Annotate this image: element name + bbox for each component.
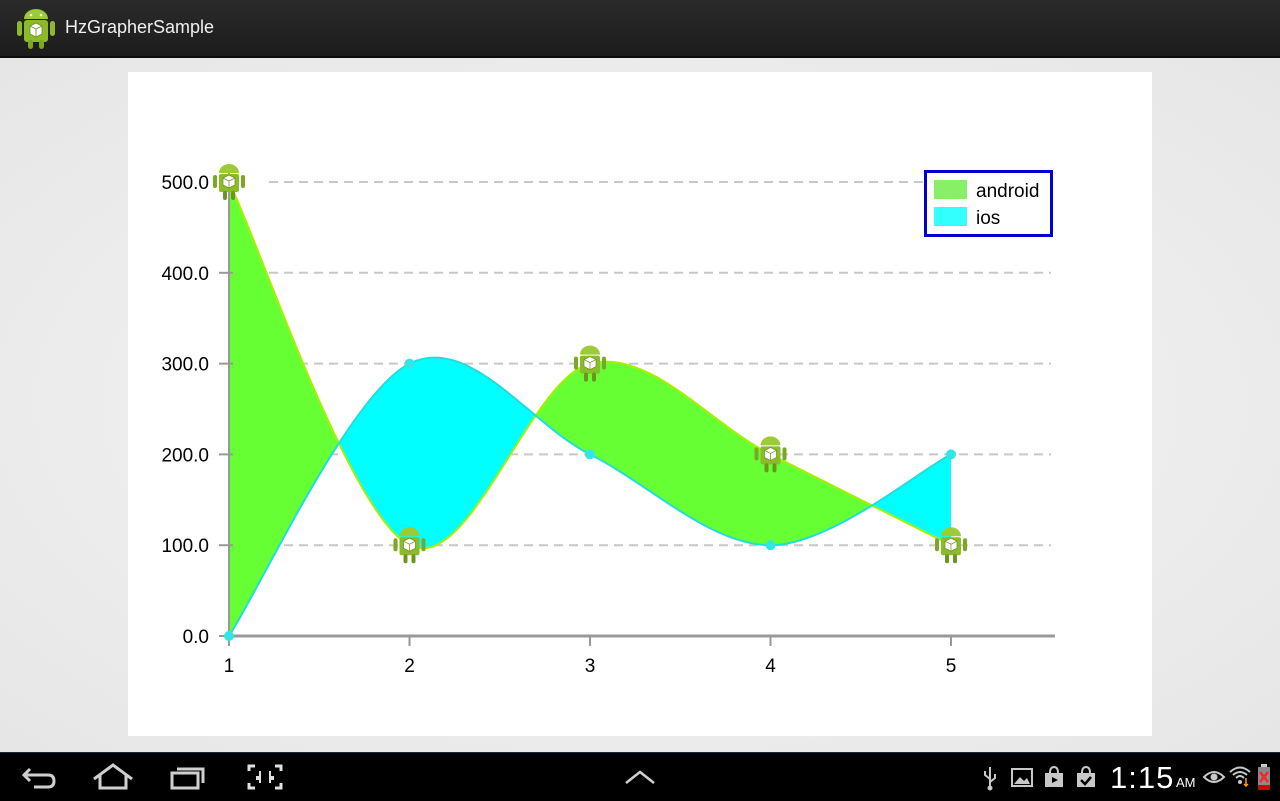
legend-label-android: android	[976, 181, 1039, 202]
tick-labels: 0.0 100.0 200.0 300.0 400.0 500.0 1 2 3 4 5	[161, 173, 956, 677]
android-leg	[223, 191, 227, 200]
android-line	[228, 181, 952, 550]
android-leg	[772, 463, 777, 473]
android-arm	[241, 175, 245, 188]
x-tick-label: 1	[224, 656, 235, 677]
android-arm	[393, 538, 398, 552]
android-leg	[592, 372, 596, 382]
android-leg	[411, 554, 416, 564]
android-arm	[602, 356, 606, 370]
legend-label-ios: ios	[976, 208, 1000, 229]
android-head	[399, 527, 420, 537]
android-arm	[213, 175, 217, 188]
android-icon	[935, 527, 967, 564]
markers	[213, 164, 967, 641]
android-icon	[754, 436, 787, 473]
android-cube-edge	[944, 540, 958, 552]
x-tick-label: 3	[585, 656, 596, 677]
android-arm	[421, 538, 426, 552]
android-app-icon[interactable]	[16, 6, 56, 50]
android-icon	[393, 527, 426, 564]
android-leg	[945, 554, 949, 564]
home-icon[interactable]	[90, 753, 136, 801]
axes	[219, 172, 1055, 646]
android-head	[219, 164, 239, 173]
android-icon	[213, 164, 245, 200]
play-store-icon	[1045, 765, 1063, 787]
legend: android ios	[924, 170, 1053, 237]
ios-point	[404, 358, 415, 369]
android-leg	[764, 463, 769, 473]
android-cube-edge	[764, 450, 777, 461]
ios-point	[585, 449, 595, 460]
y-tick-label: 100.0	[161, 536, 209, 557]
eye-icon	[1202, 771, 1226, 783]
chevron-up-icon[interactable]	[622, 753, 658, 801]
x-tick-label: 2	[404, 656, 415, 677]
back-icon[interactable]	[20, 753, 60, 801]
android-arm	[754, 447, 759, 461]
series-areas	[228, 181, 952, 637]
y-tick-label: 0.0	[183, 627, 209, 648]
usb-icon	[984, 767, 996, 791]
chart-panel: 0.0 100.0 200.0 300.0 400.0 500.0 1 2 3 4 5 androi…	[128, 72, 1152, 736]
android-arm	[782, 447, 787, 461]
x-tick-label: 5	[946, 656, 957, 677]
ios-point	[765, 540, 776, 551]
android-icon	[574, 345, 606, 382]
app-title: HzGrapherSample	[65, 17, 215, 37]
system-bar: 1:15 AM	[0, 752, 1280, 801]
clock-time[interactable]: 1:15	[1110, 760, 1175, 795]
recent-apps-icon[interactable]	[168, 753, 208, 801]
android-head	[580, 345, 600, 355]
area-chart: 0.0 100.0 200.0 300.0 400.0 500.0 1 2 3 4 5 androi…	[161, 164, 1055, 677]
android-area	[229, 182, 951, 636]
battery-icon	[1258, 764, 1270, 790]
android-arm	[574, 356, 578, 370]
legend-swatch-ios	[934, 207, 967, 226]
legend-swatch-android	[934, 180, 967, 199]
y-tick-label: 400.0	[161, 264, 209, 285]
x-tick-label: 4	[765, 656, 776, 677]
android-head	[760, 436, 781, 446]
android-arm	[935, 538, 939, 552]
wifi-icon	[1229, 766, 1251, 787]
download-done-icon	[1077, 765, 1095, 787]
y-tick-label: 200.0	[161, 445, 209, 466]
gallery-icon	[1011, 768, 1033, 787]
action-bar: HzGrapherSample	[0, 0, 1280, 58]
clock-ampm: AM	[1176, 775, 1196, 790]
android-leg	[953, 554, 957, 564]
y-tick-label: 500.0	[161, 173, 209, 194]
android-cube-edge	[583, 359, 597, 370]
screenshot-icon[interactable]	[246, 753, 284, 801]
ios-point	[946, 449, 956, 460]
android-cube-edge	[222, 177, 236, 188]
android-head	[941, 527, 961, 537]
ios-point	[224, 631, 234, 641]
ios-line	[228, 356, 952, 637]
android-leg	[231, 191, 235, 200]
y-tick-label: 300.0	[161, 355, 209, 376]
android-arm	[963, 538, 967, 552]
android-leg	[403, 554, 408, 564]
android-leg	[584, 372, 588, 382]
android-cube-edge	[403, 540, 416, 552]
